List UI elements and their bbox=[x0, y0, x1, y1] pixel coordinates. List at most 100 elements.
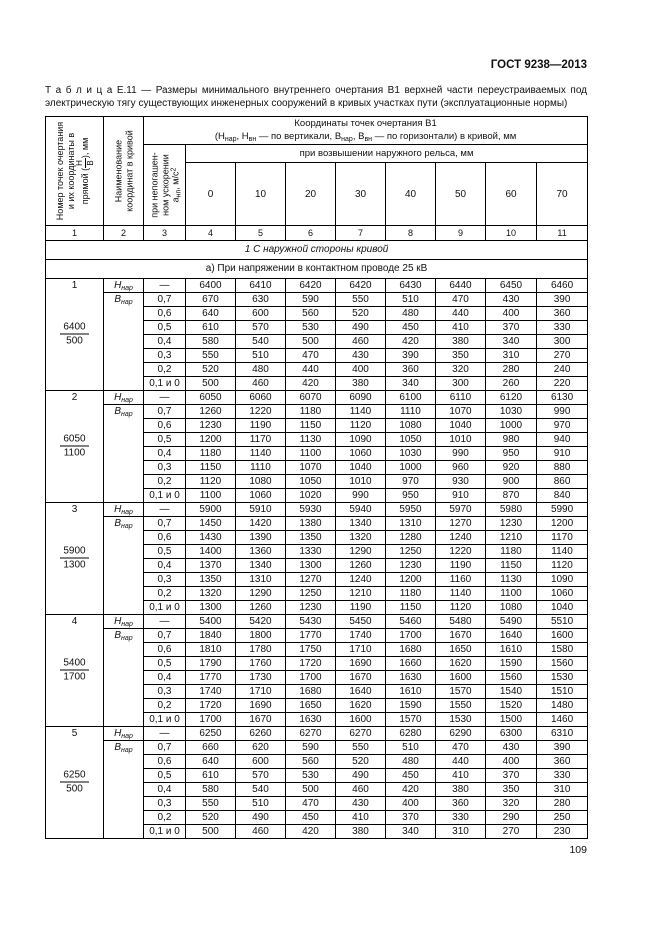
value-cell: 460 bbox=[335, 334, 386, 349]
value-cell: 610 bbox=[185, 320, 236, 335]
value-cell: 1150 bbox=[385, 600, 436, 615]
value-cell: 230 bbox=[535, 824, 589, 839]
value-cell: 1180 bbox=[185, 446, 236, 461]
value-cell: 620 bbox=[235, 740, 286, 755]
b-coordinate-row: 0,2 520 480 440 400 360 320 280 240 bbox=[46, 362, 589, 377]
value-cell: 1600 bbox=[435, 670, 486, 685]
value-cell: 310 bbox=[435, 824, 486, 839]
coordinates-header-line1: Координаты точек очертания В1 bbox=[294, 118, 437, 129]
value-cell: 370 bbox=[485, 768, 537, 783]
value-cell: 1130 bbox=[485, 572, 537, 587]
value-cell: 1330 bbox=[285, 544, 336, 559]
value-cell: 950 bbox=[385, 488, 436, 503]
value-cell: 350 bbox=[485, 782, 537, 797]
value-cell: 6410 bbox=[235, 278, 286, 293]
value-cell: 5510 bbox=[535, 614, 589, 629]
value-cell: 1290 bbox=[235, 586, 286, 601]
value-cell: 5400 bbox=[185, 614, 236, 629]
value-cell: 1010 bbox=[335, 474, 386, 489]
value-cell: 1180 bbox=[485, 544, 537, 559]
value-cell: 5990 bbox=[535, 502, 589, 517]
value-cell: 1420 bbox=[235, 516, 286, 531]
value-cell: 520 bbox=[335, 306, 386, 321]
h-coordinate-row: 3 5900 1300 Ннар —5900 5910 5930 5940 5950 5970 59… bbox=[45, 502, 589, 615]
accel-cell: 0,3 bbox=[143, 684, 186, 699]
value-cell: 1640 bbox=[335, 684, 386, 699]
value-cell: 400 bbox=[485, 306, 537, 321]
value-cell: 1570 bbox=[435, 684, 486, 699]
elevation-value: 10 bbox=[235, 162, 286, 226]
value-cell: 330 bbox=[435, 810, 486, 825]
value-cell: 5900 bbox=[185, 502, 236, 517]
value-cell: 1120 bbox=[185, 474, 236, 489]
value-cell: 1040 bbox=[435, 418, 486, 433]
value-cell: 1580 bbox=[535, 642, 589, 657]
value-cell: 470 bbox=[285, 796, 336, 811]
value-cell: 5930 bbox=[285, 502, 336, 517]
value-cell: 1070 bbox=[285, 460, 336, 475]
value-cell: 520 bbox=[335, 754, 386, 769]
value-cell: 1090 bbox=[535, 572, 589, 587]
value-cell: 510 bbox=[385, 740, 436, 755]
fraction: 6400 500 bbox=[60, 322, 89, 347]
h-coordinate-row: 1 6400 500 Ннар —6400 6410 6420 6420 6430 6440 645… bbox=[45, 278, 589, 391]
value-cell: 430 bbox=[485, 292, 537, 307]
col-header-coordinate-name: Наименование координат в кривой bbox=[103, 116, 144, 226]
value-cell: 520 bbox=[185, 362, 236, 377]
column-number: 4 bbox=[185, 225, 236, 241]
b-coordinate-row: 0,3 550 510 470 430 390 350 310 270 bbox=[46, 348, 589, 363]
value-cell: 350 bbox=[435, 348, 486, 363]
value-cell: 1160 bbox=[435, 572, 486, 587]
value-cell: 540 bbox=[235, 782, 286, 797]
fraction: 5900 1300 bbox=[60, 546, 89, 571]
value-cell: 5460 bbox=[385, 614, 436, 629]
value-cell: 360 bbox=[535, 754, 589, 769]
value-cell: 6400 bbox=[185, 278, 236, 293]
value-cell: 410 bbox=[435, 320, 486, 335]
value-cell: 1610 bbox=[385, 684, 436, 699]
column-number: 9 bbox=[435, 225, 486, 241]
value-cell: 1180 bbox=[285, 404, 336, 419]
value-cell: 1680 bbox=[385, 642, 436, 657]
value-cell: 1500 bbox=[485, 712, 537, 727]
value-cell: 1290 bbox=[335, 544, 386, 559]
value-cell: 440 bbox=[285, 362, 336, 377]
value-cell: 440 bbox=[435, 754, 486, 769]
value-cell: 340 bbox=[485, 334, 537, 349]
value-cell: 6290 bbox=[435, 726, 486, 741]
value-cell: 5940 bbox=[335, 502, 386, 517]
col-header-point-number-label: Номер точек очертания и их координаты в … bbox=[54, 121, 95, 221]
col-header-rail-elevation: при возвышении наружного рельса, мм bbox=[184, 144, 589, 163]
value-cell: 1600 bbox=[535, 628, 589, 643]
point-number: 3 bbox=[71, 504, 78, 515]
value-cell: 1150 bbox=[285, 418, 336, 433]
value-cell: 1520 bbox=[485, 698, 537, 713]
value-cell: 1360 bbox=[235, 544, 286, 559]
value-cell: 5910 bbox=[235, 502, 286, 517]
value-cell: 1140 bbox=[435, 586, 486, 601]
accel-cell: — bbox=[143, 390, 186, 405]
accel-cell: 0,1 и 0 bbox=[143, 376, 186, 391]
b-coordinate-row: Внар 0,7 1260 1220 1180 1140 1110 1070 1030 990 bbox=[46, 404, 589, 503]
value-cell: 320 bbox=[485, 796, 537, 811]
b-coordinate-row: 0,1 и 0 1100 1060 1020 990 950 910 870 840 bbox=[46, 488, 589, 503]
value-cell: 250 bbox=[535, 810, 589, 825]
value-cell: 6420 bbox=[285, 278, 336, 293]
value-cell: 1560 bbox=[485, 670, 537, 685]
value-cell: 1430 bbox=[185, 530, 236, 545]
value-cell: 390 bbox=[385, 348, 436, 363]
value-cell: 270 bbox=[485, 824, 537, 839]
subsection-row: а) При напряжении в контактном проводе 2… bbox=[44, 259, 589, 279]
value-cell: 1620 bbox=[335, 698, 386, 713]
value-cell: 1140 bbox=[235, 446, 286, 461]
value-cell: 1510 bbox=[535, 684, 589, 699]
column-number: 2 bbox=[103, 225, 144, 241]
value-cell: 380 bbox=[435, 334, 486, 349]
value-cell: 1300 bbox=[185, 600, 236, 615]
coord-label-b: Внар bbox=[103, 292, 144, 391]
value-cell: 1320 bbox=[185, 586, 236, 601]
accel-cell: 0,1 и 0 bbox=[143, 712, 186, 727]
value-cell: 390 bbox=[535, 292, 589, 307]
value-cell: 550 bbox=[335, 292, 386, 307]
accel-cell: 0,7 bbox=[143, 292, 186, 307]
